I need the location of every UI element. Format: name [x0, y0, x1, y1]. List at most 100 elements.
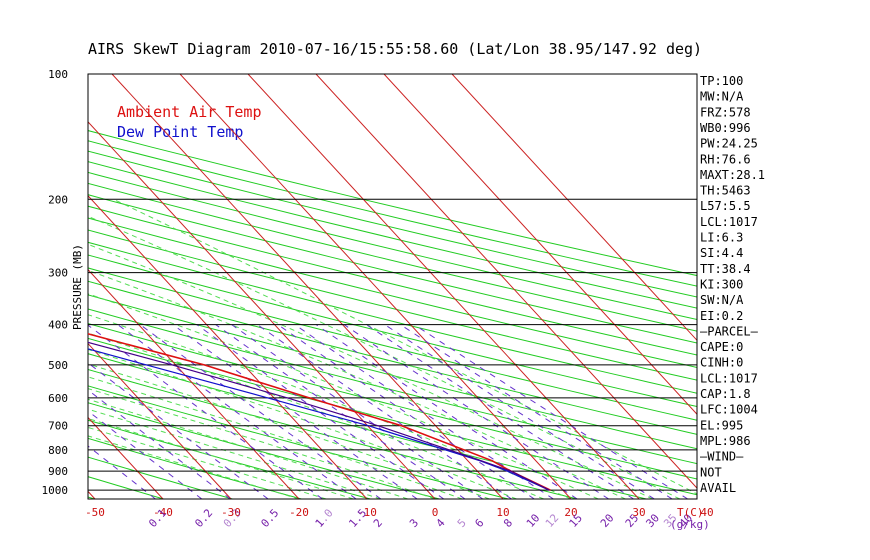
- dry-adiabat-line: [88, 419, 371, 499]
- mixing-ratio-tick-label: 4: [434, 516, 448, 530]
- moist-adiabat-line: [88, 243, 653, 499]
- mixing-ratio-tick-label: 0.2: [192, 507, 215, 530]
- index-entry: TP:100: [700, 74, 743, 88]
- mixing-ratio-tick-label: 3: [407, 516, 421, 530]
- bottom-temp-tick-label: 40: [700, 506, 713, 519]
- index-entry: RH:76.6: [700, 152, 751, 166]
- mixing-ratio-line: [257, 324, 512, 499]
- index-entry: L57:5.5: [700, 199, 751, 213]
- dry-adiabat-line: [88, 171, 697, 321]
- pressure-tick-label: 600: [48, 392, 68, 405]
- sounding-series: [88, 332, 551, 491]
- index-entry: LI:6.3: [700, 231, 743, 245]
- isotherm-line: [0, 74, 27, 499]
- pressure-tick-label: 500: [48, 359, 68, 372]
- index-entry: MW:N/A: [700, 90, 744, 104]
- dry-adiabat-line: [88, 205, 697, 356]
- moist-adiabat-line: [88, 293, 599, 499]
- index-entry: —PARCEL—: [700, 324, 759, 338]
- isotherm-line: [111, 74, 504, 499]
- index-entry: TH:5463: [700, 184, 751, 198]
- dry-adiabat-line: [88, 280, 697, 435]
- index-entry: AVAIL: [700, 481, 736, 495]
- mixing-ratio-line: [400, 324, 673, 499]
- mixing-ratio-tick-label: 2: [371, 516, 385, 530]
- isotherm-line: [179, 74, 572, 499]
- mixing-ratio-line: [88, 362, 269, 499]
- dry-adiabat-line: [88, 254, 697, 408]
- x-unit-label: T(C): [677, 506, 704, 519]
- mixing-ratio-minor-tick-label: 1.0: [313, 507, 336, 530]
- dry-adiabat-line: [88, 217, 697, 368]
- index-entry: CAPE:0: [700, 340, 743, 354]
- mixing-ratio-line: [294, 324, 554, 499]
- dry-adiabat-line: [88, 456, 233, 499]
- mixing-ratio-line: [215, 324, 466, 499]
- isotherm-line: [88, 121, 436, 499]
- y-axis-label: PRESSURE (MB): [71, 244, 84, 330]
- mixing-unit-label: (g/kg): [670, 518, 710, 531]
- mixing-ratio-tick-label: 30: [643, 511, 662, 530]
- index-entry: TT:38.4: [700, 262, 751, 276]
- mixing-ratio-minor-tick-label: 5: [455, 516, 469, 530]
- bottom-temp-tick-label: 0: [432, 506, 439, 519]
- index-entry: SW:N/A: [700, 293, 744, 307]
- moist-adiabat-line: [88, 426, 327, 499]
- pressure-tick-label: 200: [48, 193, 68, 206]
- isotherm-line: [88, 416, 164, 499]
- bottom-temp-tick-label: -10: [357, 506, 377, 519]
- dry-adiabat-line: [88, 194, 697, 344]
- dry-adiabat-line: [88, 130, 697, 277]
- isotherm-line: [383, 74, 697, 415]
- dry-adiabat-line: [88, 353, 647, 499]
- legend-dew-point-temp: Dew Point Temp: [117, 123, 243, 141]
- pressure-tick-label: 700: [48, 420, 68, 433]
- index-entry: CINH:0: [700, 356, 743, 370]
- dry-adiabat-line: [88, 161, 697, 309]
- legend: Ambient Air Temp Dew Point Temp: [117, 103, 262, 141]
- index-entry: —WIND—: [700, 450, 744, 464]
- mixing-ratio-line: [315, 324, 578, 499]
- moist-adiabat-line: [88, 314, 572, 499]
- mixing-ratio-tick-label: 0.5: [258, 507, 281, 530]
- index-entry: FRZ:578: [700, 105, 751, 119]
- dry-adiabat-line: [88, 402, 440, 499]
- mixing-ratio-line: [196, 324, 445, 499]
- mixing-ratio-line: [231, 324, 484, 499]
- dry-adiabat-line: [88, 140, 697, 287]
- legend-ambient-air-temp: Ambient Air Temp: [117, 103, 262, 121]
- bottom-temp-tick-label: 10: [496, 506, 509, 519]
- pressure-grid-lines: [87, 73, 698, 500]
- dry-adiabat-line: [88, 385, 509, 499]
- dry-adiabat-line: [88, 308, 697, 465]
- index-entry: LFC:1004: [700, 403, 758, 417]
- dry-adiabat-line: [88, 182, 697, 332]
- dry-adiabat-line: [0, 74, 26, 499]
- bottom-temp-tick-label: -50: [85, 506, 105, 519]
- moist-adiabat-line: [88, 398, 408, 499]
- dry-adiabat-line: [88, 150, 697, 298]
- mixing-ratio-line: [88, 324, 323, 499]
- mixing-ratio-line: [277, 324, 535, 499]
- isotherm-line: [451, 74, 697, 342]
- dry-adiabat-line: [88, 241, 697, 394]
- index-entry: MPL:986: [700, 434, 751, 448]
- mixing-ratio-tick-label: 20: [598, 511, 617, 530]
- index-entry: EL:995: [700, 418, 743, 432]
- isotherm-line: [88, 342, 232, 499]
- index-entry: KI:300: [700, 277, 743, 291]
- mixing-ratio-line: [88, 389, 231, 499]
- pressure-tick-label: 900: [48, 465, 68, 478]
- bottom-temperature-ticks: -50 -40 -30 -20 -10 0 10 20 30 40: [85, 506, 714, 519]
- mixing-ratio-line: [88, 410, 203, 499]
- mixing-ratio-tick-label: 10: [524, 511, 543, 530]
- bottom-temp-tick-label: 30: [632, 506, 645, 519]
- pressure-tick-label: 100: [48, 68, 68, 81]
- index-entry: NOT: [700, 465, 722, 479]
- bottom-temp-tick-label: -40: [153, 506, 173, 519]
- dry-adiabat-line: [88, 267, 697, 421]
- index-entry: WB0:996: [700, 121, 751, 135]
- dry-adiabat-line: [88, 368, 578, 499]
- pressure-tick-label: 800: [48, 444, 68, 457]
